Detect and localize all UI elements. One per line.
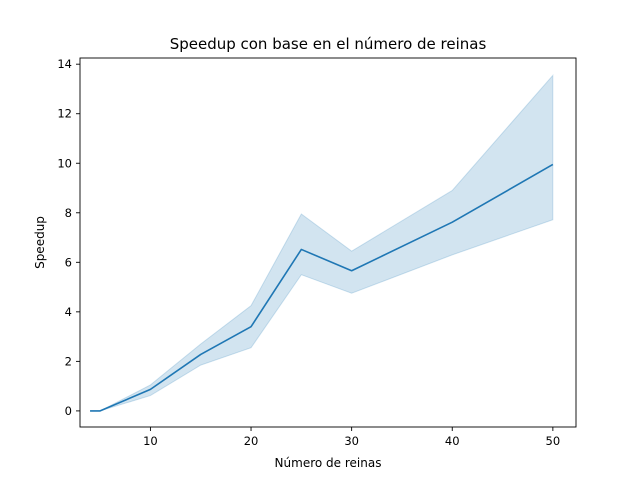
- y-axis-label: Speedup: [33, 216, 47, 269]
- x-axis-label: Número de reinas: [275, 456, 382, 470]
- chart-title: Speedup con base en el número de reinas: [170, 35, 487, 53]
- y-tick-label: 0: [65, 404, 72, 418]
- y-tick-label: 10: [57, 156, 72, 170]
- x-axis: 10 20 30 40 50: [143, 427, 560, 448]
- x-tick-label: 50: [546, 434, 561, 448]
- y-tick-label: 12: [57, 107, 72, 121]
- x-tick-label: 20: [244, 434, 259, 448]
- x-tick-label: 30: [344, 434, 359, 448]
- y-axis: 0 2 4 6 8 10 12 14: [57, 57, 80, 418]
- plot-frame: [79, 57, 577, 428]
- x-tick-label: 40: [445, 434, 460, 448]
- y-tick-label: 2: [65, 354, 72, 368]
- y-tick-label: 8: [65, 206, 72, 220]
- series-0-line: [90, 163, 554, 412]
- x-tick-label: 10: [143, 434, 158, 448]
- y-tick-label: 14: [57, 57, 72, 71]
- series-0-confidence-band: [90, 74, 554, 412]
- y-tick-label: 4: [65, 305, 72, 319]
- plot-area: [90, 74, 554, 412]
- y-tick-label: 6: [65, 255, 72, 269]
